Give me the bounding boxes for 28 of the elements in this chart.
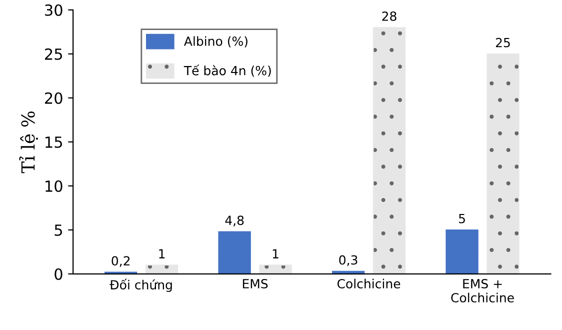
bar [486,53,520,274]
bar [446,229,478,274]
y-tick-label: 0 [54,268,62,280]
bar [218,231,251,274]
legend-label: Tế bào 4n (%) [184,64,271,77]
y-tick-label: 10 [46,180,62,192]
data-label: 1 [272,249,278,258]
x-tick-label: EMS + Colchicine [451,278,514,302]
y-tick-label: 25 [45,48,62,60]
y-axis-title: Tỉ lệ % [19,111,38,174]
data-label: 25 [496,38,510,48]
data-label: 5 [459,214,465,224]
data-label: 0,3 [339,255,358,266]
x-tick-label: Đối chứng [110,278,172,292]
legend-label: Albino (%) [184,36,248,48]
data-label: 28 [382,11,396,21]
bar [372,27,406,274]
data-label: 1 [159,249,165,258]
data-label: 0,2 [112,256,130,267]
bar [259,264,292,274]
y-tick-label: 15 [46,136,62,148]
data-label: 4,8 [225,216,244,226]
y-tick-label: 20 [45,92,62,104]
bar [145,264,178,274]
y-tick-label: 30 [45,4,62,16]
y-tick-label: 5 [54,224,62,236]
x-tick-label: Colchicine [337,278,400,288]
x-tick-label: EMS [242,278,268,288]
